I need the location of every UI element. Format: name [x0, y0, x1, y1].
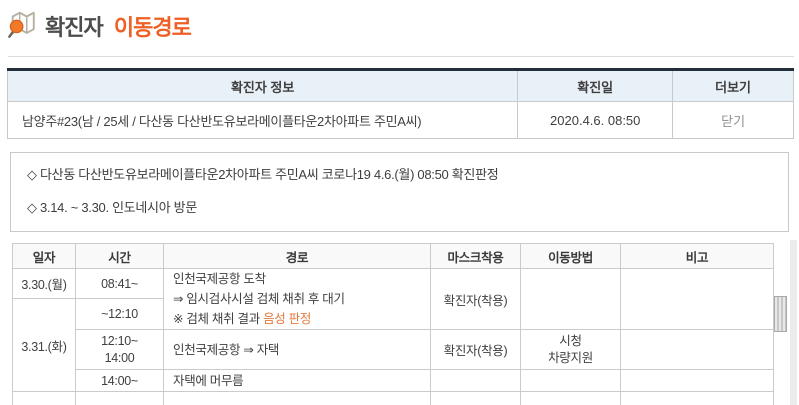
col-header-date: 일자 [12, 243, 76, 269]
col-header-patient-info: 확진자 정보 [6, 69, 519, 102]
time-cell-2: ~12:10 [75, 298, 164, 330]
date-cell-day1: 3.30.(월) [12, 268, 76, 299]
notice-line-travel: ◇ 3.14. ~ 3.30. 인도네시아 방문 [27, 200, 197, 215]
method-cell-partial [520, 391, 621, 405]
page-title-text: 확진자 이동경로 [45, 10, 192, 42]
route-cell-airport-to-home: 인천국제공항 ⇒ 자택 [163, 329, 431, 370]
note-cell-3 [620, 329, 774, 370]
col-header-more: 더보기 [672, 69, 794, 102]
time-cell-3: 12:10~ 14:00 [75, 329, 164, 370]
route-table: 일자 시간 경로 마스크착용 이동방법 비고 3.30.(월) 08:41~ 인… [12, 243, 774, 405]
method-3-line2: 차량지원 [548, 350, 593, 365]
col-header-time: 시간 [75, 243, 164, 269]
route-table-header-row: 일자 시간 경로 마스크착용 이동방법 비고 [12, 243, 774, 269]
info-table-header-row: 확진자 정보 확진일 더보기 [6, 69, 794, 102]
route-line-1: 인천국제공항 도착 [173, 272, 266, 286]
scrollbar-track[interactable] [790, 240, 797, 405]
route-cell-stay-home: 자택에 머무름 [163, 369, 431, 392]
time-cell-partial [75, 391, 164, 405]
mask-cell-partial [430, 391, 521, 405]
route-line-3: ※ 검체 채취 결과 음성 판정 [173, 312, 312, 326]
map-magnifier-icon [8, 9, 38, 44]
close-button[interactable]: 닫기 [721, 113, 746, 129]
col-header-route: 경로 [163, 243, 431, 269]
route-cell-partial [163, 391, 431, 405]
col-header-mask: 마스크착용 [430, 243, 521, 269]
notice-box: ◇ 다산동 다산반도유보라메이플타운2차아파트 주민A씨 코로나19 4.6.(… [10, 152, 789, 232]
page-title: 확진자 이동경로 [8, 7, 192, 44]
method-cell-1 [520, 268, 621, 330]
date-cell-partial [12, 391, 76, 405]
patient-info-table: 확진자 정보 확진일 더보기 남양주#23(남 / 25세 / 다산동 다산반도… [6, 68, 794, 139]
title-divider [8, 56, 794, 57]
time-cell-4: 14:00~ [75, 369, 164, 392]
route-row-5-partial [12, 391, 774, 405]
col-header-note: 비고 [620, 243, 774, 269]
note-cell-1 [620, 268, 774, 330]
time-3-start: 12:10~ [101, 333, 138, 348]
route-row-1: 3.30.(월) 08:41~ 인천국제공항 도착 ⇒ 임시검사시설 검체 채취… [12, 268, 774, 330]
route-line-2: ⇒ 임시검사시설 검체 채취 후 대기 [173, 292, 345, 306]
col-header-method: 이동방법 [520, 243, 621, 269]
notice-line-confirmation: ◇ 다산동 다산반도유보라메이플타운2차아파트 주민A씨 코로나19 4.6.(… [27, 167, 499, 182]
confirm-date-cell: 2020.4.6. 08:50 [517, 101, 674, 139]
note-cell-partial [620, 391, 774, 405]
close-cell: 닫기 [672, 101, 794, 139]
method-cell-4 [520, 369, 621, 392]
mask-cell-1: 확진자(착용) [430, 268, 521, 330]
mask-cell-4 [430, 369, 521, 392]
negative-result-text: 음성 판정 [263, 312, 312, 326]
method-3-line1: 시청 [559, 333, 582, 348]
col-header-confirm-date: 확진일 [517, 69, 674, 102]
note-cell-4 [620, 369, 774, 392]
time-3-end: 14:00 [104, 350, 135, 365]
scrollbar-thumb[interactable] [774, 296, 787, 332]
title-prefix: 확진자 [45, 14, 104, 40]
patient-row: 남양주#23(남 / 25세 / 다산동 다산반도유보라메이플타운2차아파트 주… [6, 101, 794, 139]
title-accent: 이동경로 [113, 14, 192, 40]
route-row-4: 14:00~ 자택에 머무름 [13, 369, 774, 392]
mask-cell-3: 확진자(착용) [430, 329, 521, 370]
route-cell-airport-arrival: 인천국제공항 도착 ⇒ 임시검사시설 검체 채취 후 대기 ※ 검체 채취 결과… [163, 268, 431, 330]
date-cell-day2: 3.31.(화) [12, 298, 76, 392]
route-row-3: 12:10~ 14:00 인천국제공항 ⇒ 자택 확진자(착용) 시청 차량지원 [13, 329, 774, 370]
patient-info-cell: 남양주#23(남 / 25세 / 다산동 다산반도유보라메이플타운2차아파트 주… [6, 101, 519, 139]
method-cell-3: 시청 차량지원 [520, 329, 621, 370]
time-cell-1: 08:41~ [75, 268, 164, 299]
